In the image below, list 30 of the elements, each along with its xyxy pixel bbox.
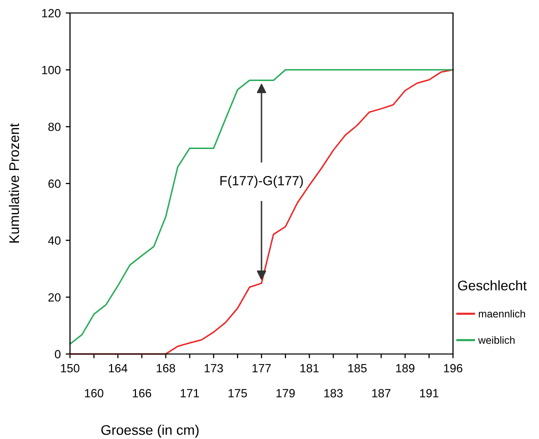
y-tick-label: 20 (48, 293, 61, 302)
y-tick-label: 60 (48, 180, 61, 188)
x-tick-label: 168 (156, 364, 176, 372)
y-tick-label: 120 (42, 9, 61, 18)
y-tick-label: 80 (48, 122, 61, 132)
x-tick-label: 160 (84, 389, 104, 398)
x-tick-label: 187 (372, 389, 390, 398)
x-tick-label: 173 (204, 364, 223, 372)
x-tick-label: 166 (132, 389, 152, 398)
x-tick-label: 171 (180, 389, 199, 398)
legend-label: maennlich (478, 310, 525, 318)
x-tick-label: 196 (444, 364, 462, 372)
x-tick-label: 181 (300, 364, 319, 372)
x-tick-label: 185 (348, 364, 367, 372)
y-axis-title: Kumulative Prozent (8, 123, 20, 243)
legend-label: weiblich (478, 336, 515, 344)
annotation: F(177)-G(177) (220, 176, 303, 188)
x-tick-label: 189 (396, 364, 414, 372)
x-tick-label: 177 (252, 364, 271, 372)
x-tick-label: 164 (108, 364, 128, 372)
x-tick-label: 179 (276, 389, 295, 398)
legend-title: Geschlecht (458, 280, 527, 290)
x-tick-label: 183 (324, 389, 343, 398)
y-tick-label: 100 (42, 66, 61, 74)
y-tick-label: 0 (54, 350, 61, 358)
x-tick-label: 175 (228, 389, 247, 398)
x-axis-title: Groesse (in cm) (101, 424, 199, 438)
x-tick-label: 150 (61, 364, 80, 372)
y-tick-label: 40 (48, 236, 61, 245)
x-tick-label: 191 (420, 389, 438, 398)
